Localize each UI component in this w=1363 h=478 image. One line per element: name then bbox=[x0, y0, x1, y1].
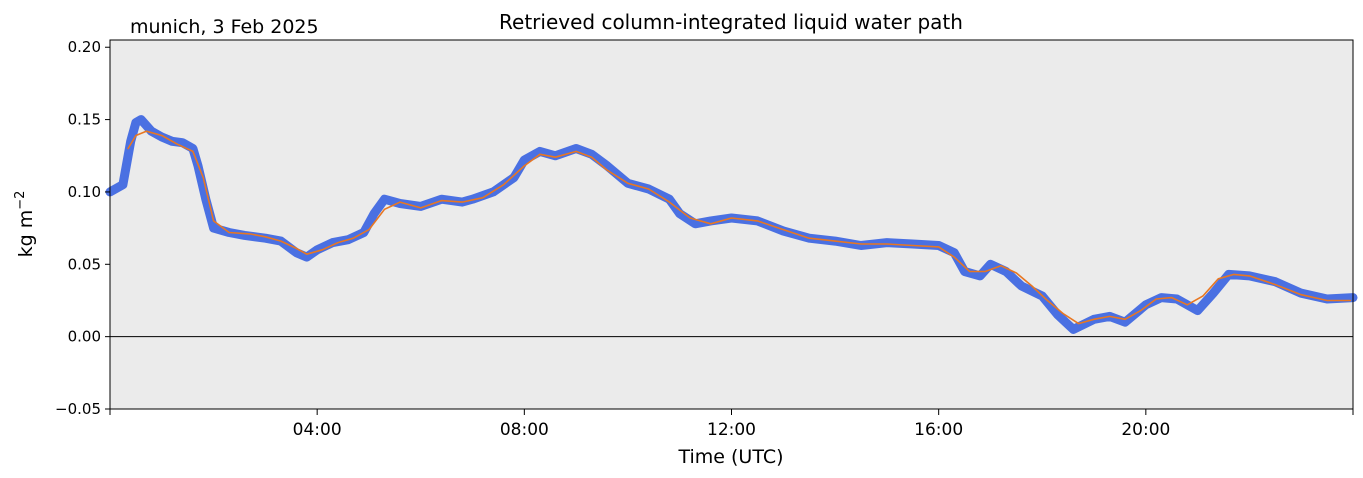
chart-title: Retrieved column-integrated liquid water… bbox=[499, 10, 963, 34]
x-tick-label: 12:00 bbox=[707, 420, 756, 440]
series-line-smoothed bbox=[127, 130, 1352, 325]
x-axis-label: Time (UTC) bbox=[677, 446, 783, 468]
x-tick-label: 08:00 bbox=[500, 420, 549, 440]
y-axis-exponent: −2 bbox=[13, 191, 28, 210]
y-axis-unit: kg m bbox=[15, 210, 37, 258]
y-axis: −0.05 0.00 0.05 0.10 0.15 0.20 bbox=[55, 38, 110, 418]
place-date-label: munich, 3 Feb 2025 bbox=[130, 16, 319, 38]
y-tick-label: 0.15 bbox=[68, 111, 101, 129]
x-tick-label: 20:00 bbox=[1121, 420, 1170, 440]
y-tick-label: 0.05 bbox=[68, 255, 101, 273]
y-tick-label: 0.20 bbox=[68, 38, 101, 56]
x-tick-label: 16:00 bbox=[914, 420, 963, 440]
y-tick-label: −0.05 bbox=[55, 400, 101, 418]
y-tick-label: 0.10 bbox=[68, 183, 101, 201]
x-tick-label: 04:00 bbox=[293, 420, 342, 440]
y-tick-label: 0.00 bbox=[68, 328, 101, 346]
x-axis: 04:00 08:00 12:00 16:00 20:00 bbox=[109, 409, 1354, 440]
series-layer bbox=[105, 115, 1358, 334]
plot-area bbox=[110, 40, 1353, 409]
y-axis-label: kg m−2 bbox=[13, 191, 37, 258]
